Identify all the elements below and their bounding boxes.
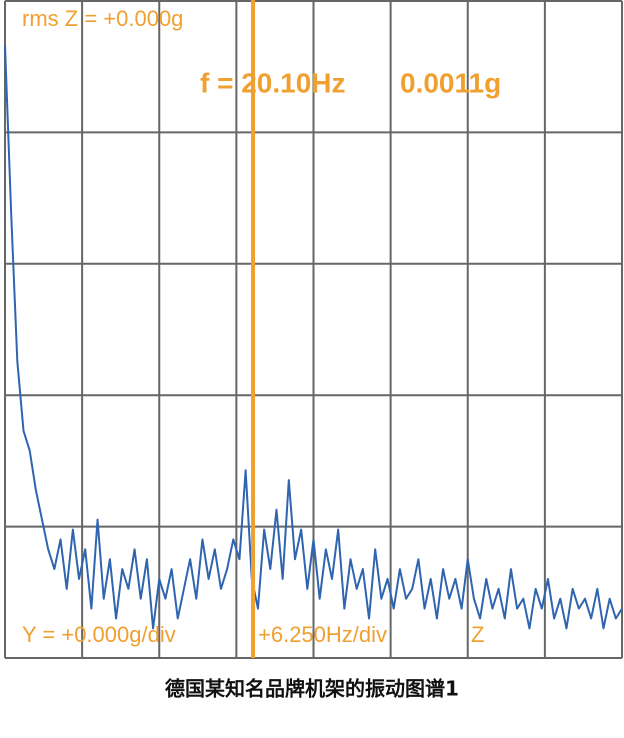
caption: 德国某知名品牌机架的振动图谱1 bbox=[165, 677, 459, 701]
cursor-frequency: f = 20.10Hz bbox=[200, 67, 346, 98]
rms-label: rms Z = +0.000g bbox=[22, 6, 183, 31]
x-scale-label: +6.250Hz/div bbox=[258, 622, 387, 647]
axis-name: Z bbox=[471, 622, 484, 647]
spectrum-line bbox=[4, 45, 623, 630]
y-scale-label: Y = +0.000g/div bbox=[22, 622, 176, 647]
cursor-reading: 0.0011g bbox=[400, 67, 501, 98]
